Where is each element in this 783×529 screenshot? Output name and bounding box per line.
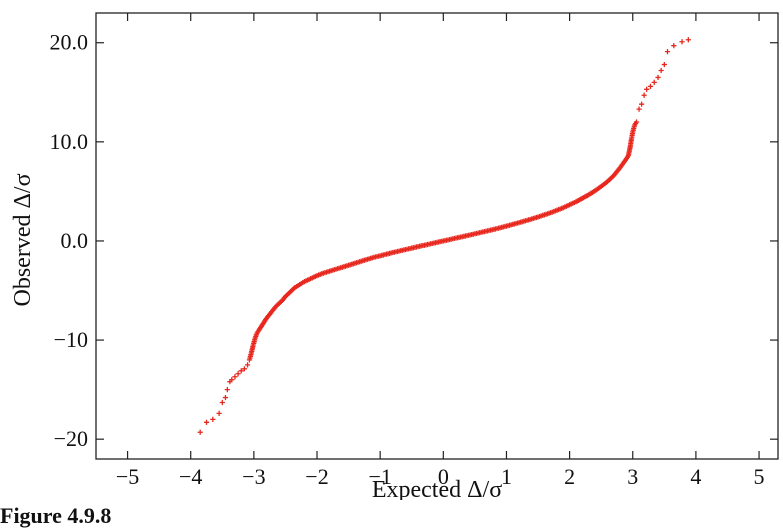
data-point [636,106,642,112]
data-point [651,79,657,85]
data-point [222,394,229,401]
x-tick-label: 4 [690,464,701,489]
data-point [633,119,640,125]
x-tick-label: −1 [368,464,391,489]
x-tick-label: 2 [564,464,575,489]
data-point [210,416,216,422]
y-axis: −20 −10 0.0 10.0 20.0 [50,30,778,451]
y-tick-label: −10 [54,327,88,352]
data-point [229,377,235,383]
data-point [641,92,647,98]
qq-plot: −5 −4 −3 −2 −1 0 1 2 3 4 5 −20−100.010.020.0 Expec… [10,12,779,500]
data-point [197,429,203,435]
data-point [658,67,664,74]
y-tick-label: 0.0 [61,228,89,253]
y-axis-label: Observed Δ/σ [10,173,36,306]
data-point [655,74,661,81]
data-point [639,101,645,107]
x-tick-label: −3 [242,464,265,489]
x-tick-label: 0 [438,464,449,489]
data-point [216,410,222,417]
y-tick-label: 20.0 [50,30,89,55]
data-point [647,83,654,89]
data-point [661,61,667,68]
x-tick-label: −5 [116,464,139,489]
y-tick-label: 10.0 [50,129,89,154]
figure-caption: Figure 4.9.8 [0,503,112,528]
data-point [203,419,210,425]
data-point [644,86,650,92]
data-point [664,49,671,55]
x-tick-label: 5 [754,464,765,489]
data-point [232,374,238,380]
data-point [679,39,685,45]
x-tick-label: 1 [501,464,512,489]
data-points [197,37,691,435]
data-point [224,387,230,393]
data-point [291,285,297,292]
x-tick-label: 3 [627,464,638,489]
y-tick-label: −20 [54,426,88,451]
data-point [235,371,241,377]
x-axis: −5 −4 −3 −2 −1 0 1 2 3 4 5 [116,13,765,489]
data-point [219,399,225,406]
x-tick-label: −2 [305,464,328,489]
plot-frame [95,12,779,460]
data-point [241,366,247,372]
data-point [685,37,691,43]
data-point [244,362,251,368]
data-point [671,43,677,49]
x-axis-label: Expected Δ/σ [372,477,502,500]
data-point [238,368,244,374]
x-tick-label: −4 [179,464,202,489]
